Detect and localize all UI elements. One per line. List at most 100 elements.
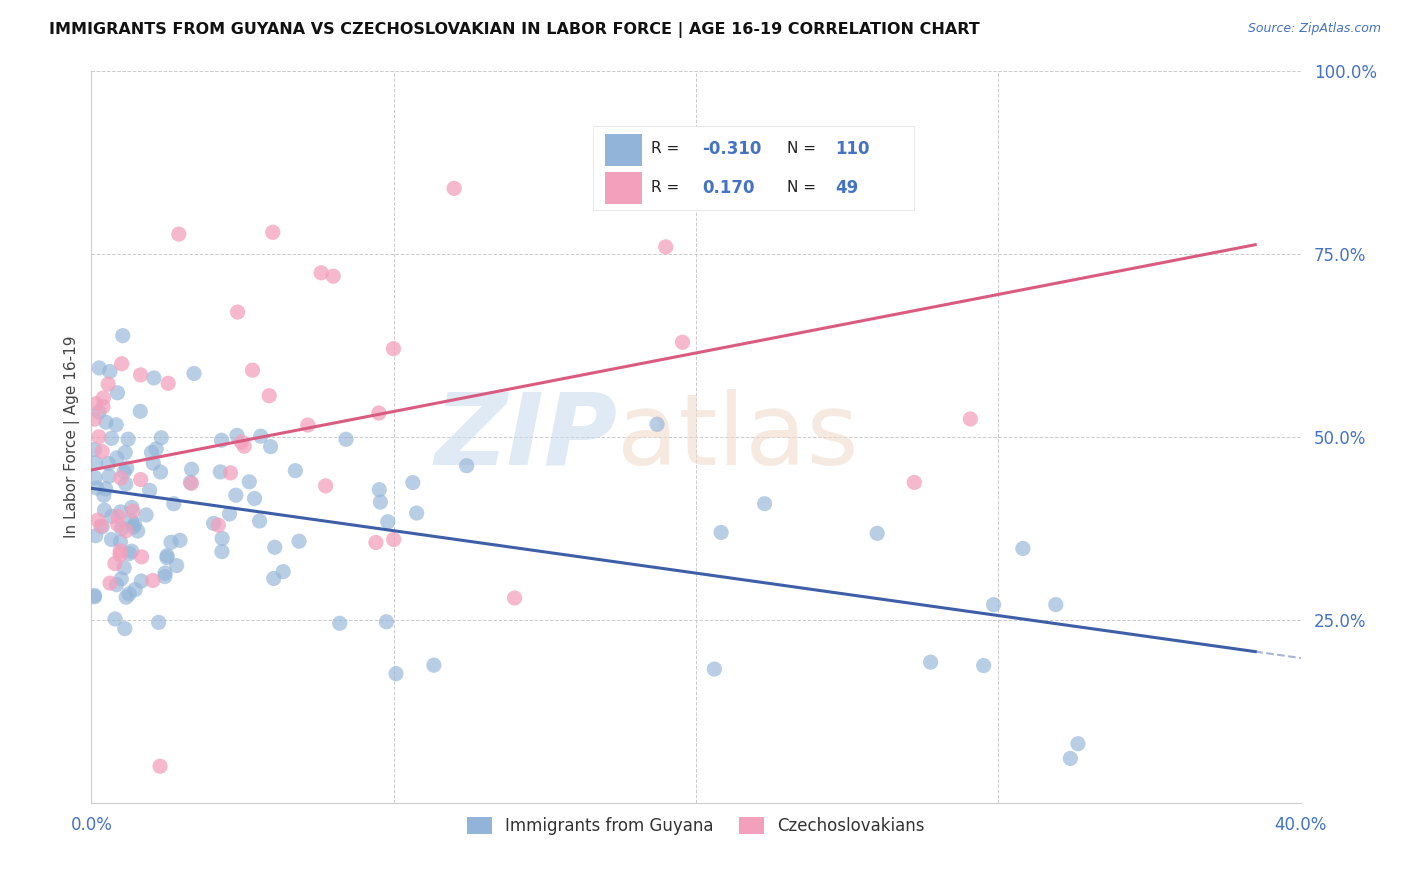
Point — [703, 662, 725, 676]
Point — [87, 405, 110, 419]
Point — [503, 591, 526, 605]
Point — [262, 225, 284, 239]
Point — [100, 431, 122, 445]
Point — [94, 482, 117, 496]
Point — [93, 391, 115, 405]
Point — [107, 517, 129, 532]
Point — [263, 571, 285, 585]
Point — [377, 515, 399, 529]
Point — [920, 655, 942, 669]
Point — [87, 430, 110, 444]
Point — [110, 572, 132, 586]
Point — [142, 371, 165, 385]
Point — [156, 550, 179, 565]
Text: IMMIGRANTS FROM GUYANA VS CZECHOSLOVAKIAN IN LABOR FORCE | AGE 16-19 CORRELATION: IMMIGRANTS FROM GUYANA VS CZECHOSLOVAKIA… — [49, 22, 980, 38]
Point — [754, 497, 776, 511]
Point — [122, 520, 145, 534]
Bar — [605, 134, 641, 166]
Point — [91, 444, 114, 458]
Point — [105, 417, 128, 432]
Point — [114, 445, 136, 459]
Point — [288, 534, 311, 549]
Point — [367, 406, 389, 420]
Point — [231, 435, 253, 450]
Point — [121, 500, 143, 515]
Point — [225, 488, 247, 502]
Point — [110, 471, 132, 485]
Point — [150, 431, 173, 445]
Point — [179, 475, 201, 490]
Point — [84, 397, 107, 411]
Text: N =: N = — [786, 142, 815, 156]
Point — [93, 488, 115, 502]
Point — [148, 615, 170, 630]
Point — [149, 759, 172, 773]
Point — [124, 517, 146, 532]
Point — [101, 509, 124, 524]
Point — [654, 240, 676, 254]
Point — [107, 385, 129, 400]
Text: Source: ZipAtlas.com: Source: ZipAtlas.com — [1247, 22, 1381, 36]
Point — [107, 509, 129, 524]
Point — [983, 598, 1005, 612]
Point — [242, 363, 264, 377]
Point — [91, 519, 114, 533]
Text: R =: R = — [651, 180, 685, 195]
Point — [209, 465, 232, 479]
Point — [335, 432, 357, 446]
Point — [110, 505, 132, 519]
Point — [257, 389, 280, 403]
Point — [91, 400, 114, 414]
Point — [111, 357, 134, 371]
Point — [141, 445, 163, 459]
Point — [219, 466, 242, 480]
Point — [645, 417, 668, 432]
Point — [149, 465, 172, 479]
Point — [142, 456, 165, 470]
Point — [157, 376, 180, 391]
Point — [710, 525, 733, 540]
Point — [117, 432, 139, 446]
Point — [115, 524, 138, 538]
Point — [263, 541, 285, 555]
Point — [118, 587, 141, 601]
Point — [115, 591, 138, 605]
FancyBboxPatch shape — [593, 126, 914, 211]
Text: atlas: atlas — [617, 389, 859, 485]
Point — [83, 589, 105, 603]
Point — [84, 471, 107, 485]
Text: 110: 110 — [835, 140, 869, 158]
Text: 49: 49 — [835, 178, 858, 196]
Point — [180, 476, 202, 491]
Point — [322, 269, 344, 284]
Point — [129, 368, 152, 382]
Point — [108, 548, 131, 562]
Point — [382, 342, 405, 356]
Point — [114, 477, 136, 491]
Point — [105, 450, 128, 465]
Point — [115, 461, 138, 475]
Point — [153, 566, 176, 580]
Point — [211, 434, 233, 448]
Point — [309, 266, 332, 280]
Text: -0.310: -0.310 — [702, 140, 762, 158]
Point — [385, 666, 408, 681]
Point — [135, 508, 157, 522]
Point — [973, 658, 995, 673]
Point — [142, 574, 165, 588]
Point — [211, 544, 233, 558]
Point — [104, 557, 127, 571]
Point — [226, 428, 249, 442]
Point — [105, 577, 128, 591]
Point — [364, 535, 387, 549]
Point — [866, 526, 889, 541]
Point — [104, 612, 127, 626]
Point — [218, 507, 240, 521]
Point — [329, 616, 352, 631]
Point — [110, 534, 132, 549]
Point — [271, 565, 294, 579]
Point — [166, 558, 188, 573]
Point — [959, 412, 981, 426]
Point — [129, 404, 152, 418]
Point — [98, 576, 121, 591]
